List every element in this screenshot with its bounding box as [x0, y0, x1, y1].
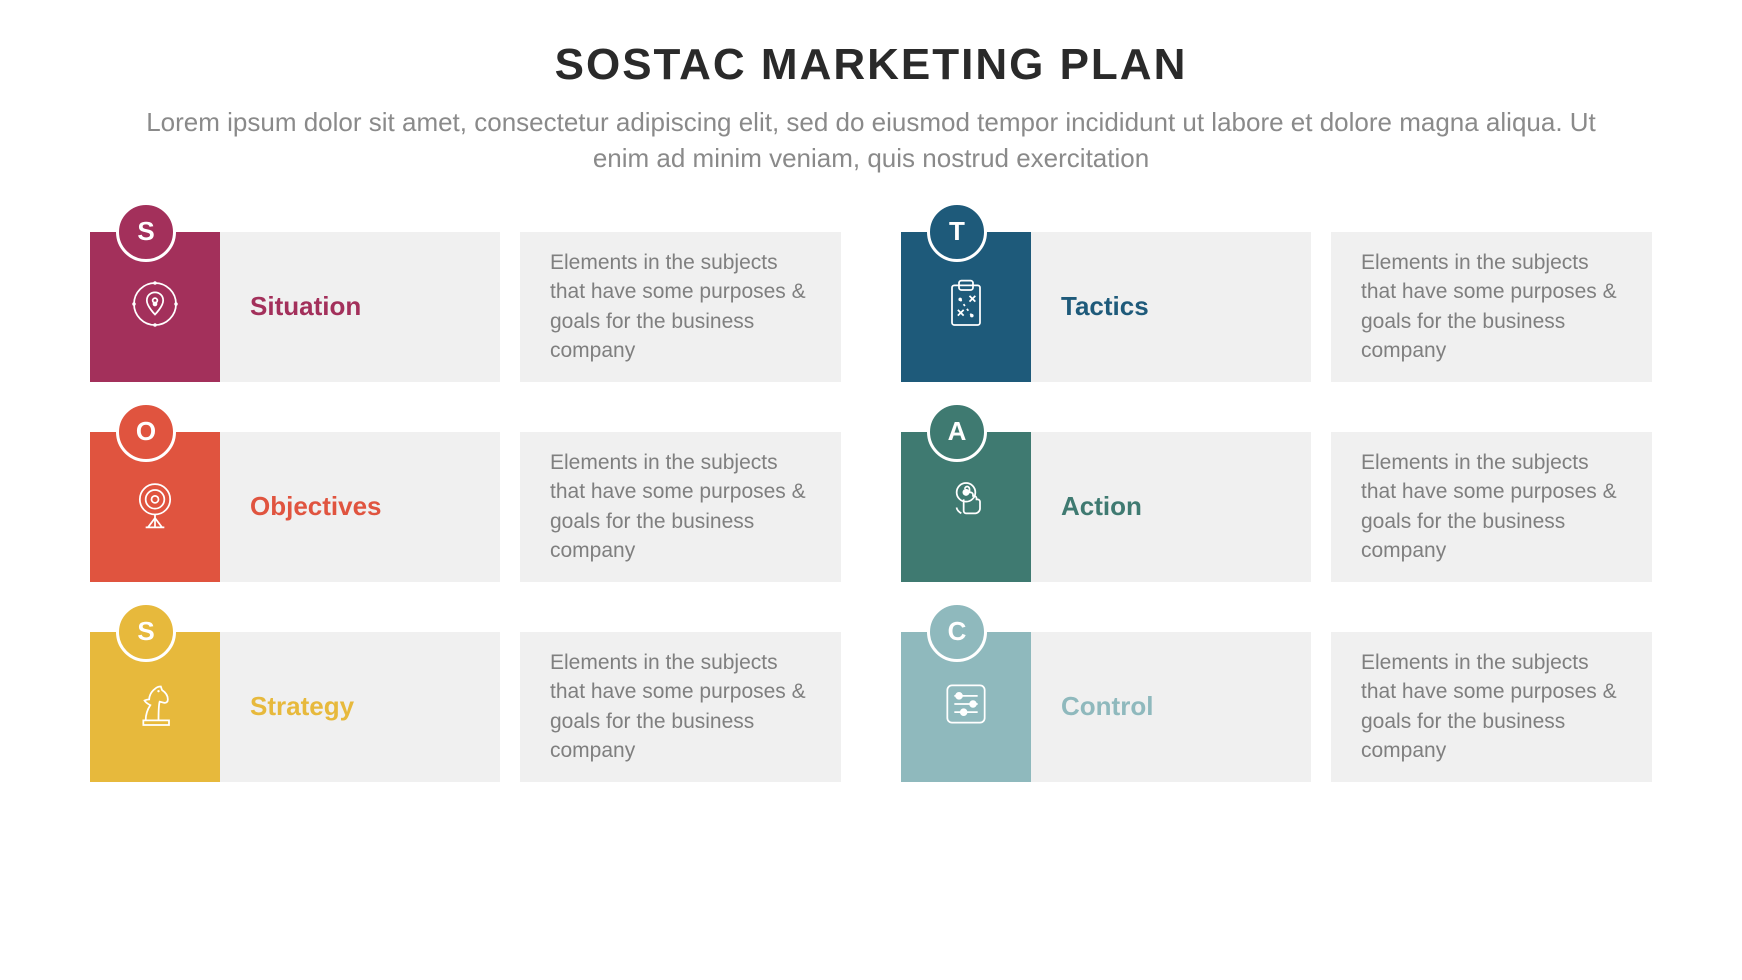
- header: SOSTAC MARKETING PLAN Lorem ipsum dolor …: [80, 40, 1662, 177]
- card-label: Strategy: [220, 632, 500, 782]
- card-description: Elements in the subjects that have some …: [520, 432, 841, 582]
- letter-badge: S: [116, 202, 176, 262]
- tap-icon-block: A: [901, 432, 1031, 582]
- letter-badge: T: [927, 202, 987, 262]
- card-objectives: OObjectivesElements in the subjects that…: [90, 432, 841, 582]
- card-situation: SSituationElements in the subjects that …: [90, 232, 841, 382]
- card-label: Control: [1031, 632, 1311, 782]
- infographic-root: SOSTAC MARKETING PLAN Lorem ipsum dolor …: [0, 0, 1742, 980]
- card-action: AActionElements in the subjects that hav…: [901, 432, 1652, 582]
- letter-badge: O: [116, 402, 176, 462]
- card-label: Action: [1031, 432, 1311, 582]
- sliders-icon-block: C: [901, 632, 1031, 782]
- spacer: [500, 632, 520, 782]
- spacer: [1311, 432, 1331, 582]
- card-label: Objectives: [220, 432, 500, 582]
- knight-icon-block: S: [90, 632, 220, 782]
- card-description: Elements in the subjects that have some …: [1331, 232, 1652, 382]
- card-strategy: SStrategyElements in the subjects that h…: [90, 632, 841, 782]
- location-icon-block: S: [90, 232, 220, 382]
- spacer: [1311, 632, 1331, 782]
- card-label: Tactics: [1031, 232, 1311, 382]
- knight-icon: [127, 676, 183, 737]
- clipboard-icon-block: T: [901, 232, 1031, 382]
- letter-badge: A: [927, 402, 987, 462]
- letter-badge: S: [116, 602, 176, 662]
- target-icon-block: O: [90, 432, 220, 582]
- card-tactics: TTacticsElements in the subjects that ha…: [901, 232, 1652, 382]
- clipboard-icon: [938, 276, 994, 337]
- page-subtitle: Lorem ipsum dolor sit amet, consectetur …: [121, 104, 1621, 177]
- letter-badge: C: [927, 602, 987, 662]
- location-icon: [127, 276, 183, 337]
- sliders-icon: [938, 676, 994, 737]
- tap-icon: [938, 476, 994, 537]
- card-control: CControlElements in the subjects that ha…: [901, 632, 1652, 782]
- card-description: Elements in the subjects that have some …: [1331, 432, 1652, 582]
- spacer: [500, 232, 520, 382]
- card-grid: SSituationElements in the subjects that …: [80, 232, 1662, 782]
- card-description: Elements in the subjects that have some …: [520, 632, 841, 782]
- spacer: [1311, 232, 1331, 382]
- card-description: Elements in the subjects that have some …: [520, 232, 841, 382]
- target-icon: [127, 476, 183, 537]
- card-label: Situation: [220, 232, 500, 382]
- page-title: SOSTAC MARKETING PLAN: [80, 40, 1662, 90]
- card-description: Elements in the subjects that have some …: [1331, 632, 1652, 782]
- spacer: [500, 432, 520, 582]
